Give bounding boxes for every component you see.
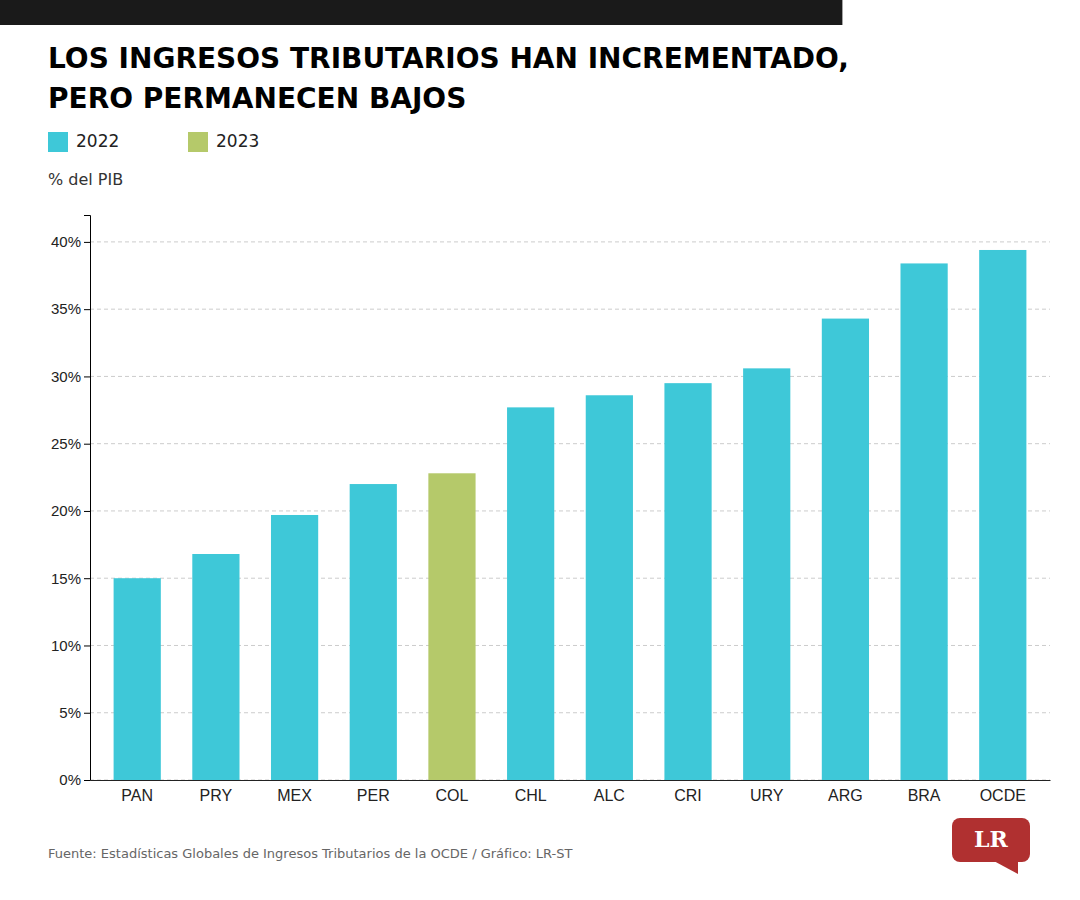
y-tick: 10%	[51, 637, 90, 654]
y-tick-mark	[84, 511, 90, 512]
x-tick: CHL	[515, 787, 547, 804]
x-tick-label: COL	[436, 787, 469, 804]
x-tick-label: CHL	[515, 787, 547, 804]
bar	[586, 395, 633, 780]
title: LOS INGRESOS TRIBUTARIOS HAN INCREMENTAD…	[48, 42, 849, 75]
x-tick-label: ARG	[828, 787, 863, 804]
x-tick: CRI	[674, 787, 702, 804]
y-tick-label: 35%	[51, 300, 81, 317]
y-tick: 0%	[59, 771, 90, 788]
x-tick: PAN	[121, 787, 153, 804]
x-tick: OCDE	[980, 787, 1026, 804]
y-tick: 20%	[51, 502, 90, 519]
chart-svg: LOS INGRESOS TRIBUTARIOS HAN INCREMENTAD…	[0, 0, 1080, 900]
y-axis-line	[84, 216, 91, 781]
logo-background	[952, 818, 1030, 862]
legend-swatch	[188, 132, 208, 152]
logo: LR	[952, 818, 1030, 874]
y-tick-mark	[84, 376, 90, 377]
x-tick: COL	[436, 787, 469, 804]
y-tick: 25%	[51, 435, 90, 452]
x-axis: PAN PRY MEX PER COL CHL ALC CRI URY ARG BRA OCDE	[91, 781, 1051, 805]
y-tick: 15%	[51, 570, 90, 587]
y-tick-mark	[84, 444, 90, 445]
chart-container: LOS INGRESOS TRIBUTARIOS HAN INCREMENTAD…	[0, 0, 1080, 900]
x-tick: ALC	[594, 787, 625, 804]
x-tick-label: OCDE	[980, 787, 1026, 804]
bar	[979, 250, 1026, 780]
bar	[900, 263, 947, 780]
y-tick: 35%	[51, 300, 90, 317]
y-tick-label: 30%	[51, 368, 81, 385]
grid-line	[90, 241, 1050, 242]
logo-tail	[992, 860, 1018, 874]
bar	[822, 319, 869, 780]
y-tick: 5%	[59, 704, 90, 721]
x-tick: MEX	[277, 787, 312, 804]
bar	[350, 484, 397, 780]
y-tick-label: 0%	[59, 771, 81, 788]
bar	[743, 368, 790, 780]
x-tick-label: BRA	[908, 787, 941, 804]
y-tick-label: 15%	[51, 570, 81, 587]
y-tick-mark	[84, 645, 90, 646]
bar	[271, 515, 318, 780]
y-axis: 0% 5% 10% 15% 20% 25% 30% 35% 40%	[51, 216, 91, 789]
y-axis-title: % del PIB	[48, 170, 123, 189]
bar	[428, 473, 475, 780]
x-tick: ARG	[828, 787, 863, 804]
x-tick: PRY	[200, 787, 233, 804]
x-tick-label: PER	[357, 787, 390, 804]
legend: 2022 2023	[48, 131, 259, 152]
x-tick-label: PRY	[200, 787, 233, 804]
x-tick-label: PAN	[121, 787, 153, 804]
x-tick: URY	[750, 787, 784, 804]
y-tick-label: 20%	[51, 502, 81, 519]
legend-label: 2023	[216, 131, 259, 151]
x-tick-label: ALC	[594, 787, 625, 804]
bar	[664, 383, 711, 780]
y-tick: 30%	[51, 368, 90, 385]
x-tick-label: MEX	[277, 787, 312, 804]
bar	[507, 407, 554, 780]
bar	[192, 554, 239, 780]
bars	[114, 250, 1027, 780]
grid	[90, 242, 1050, 780]
y-tick-mark	[84, 578, 90, 579]
footer: Fuente: Estadísticas Globales de Ingreso…	[48, 846, 573, 861]
y-tick-label: 5%	[59, 704, 81, 721]
legend-swatch	[48, 132, 68, 152]
x-tick: PER	[357, 787, 390, 804]
x-axis-line	[91, 780, 1051, 781]
y-tick-mark	[84, 309, 90, 310]
y-tick-mark	[84, 242, 90, 243]
y-tick: 40%	[51, 233, 90, 250]
legend-label: 2022	[76, 131, 119, 151]
x-tick-label: CRI	[674, 787, 702, 804]
top-bar	[0, 0, 842, 25]
title: PERO PERMANECEN BAJOS	[48, 82, 466, 115]
x-tick-label: URY	[750, 787, 784, 804]
y-tick-label: 10%	[51, 637, 81, 654]
y-tick-mark	[84, 713, 90, 714]
x-tick: BRA	[908, 787, 941, 804]
bar	[114, 578, 161, 780]
logo-text: LR	[974, 826, 1008, 852]
y-tick-label: 40%	[51, 233, 81, 250]
y-tick-label: 25%	[51, 435, 81, 452]
y-tick-mark	[84, 780, 90, 781]
